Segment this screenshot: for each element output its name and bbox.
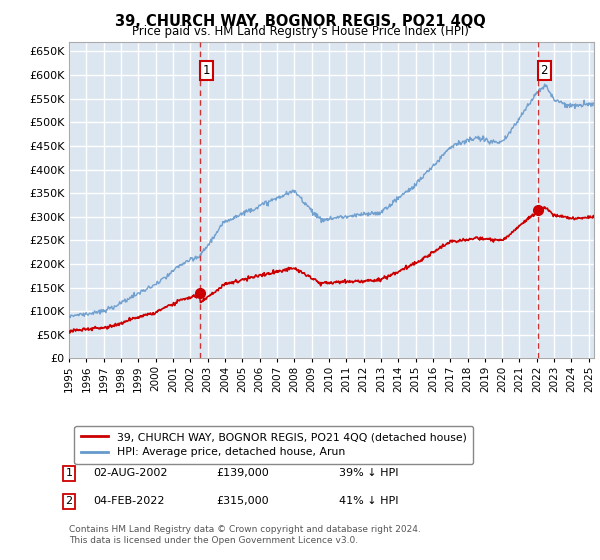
Text: 2: 2 xyxy=(541,64,548,77)
Text: 1: 1 xyxy=(203,64,210,77)
Text: 39, CHURCH WAY, BOGNOR REGIS, PO21 4QQ: 39, CHURCH WAY, BOGNOR REGIS, PO21 4QQ xyxy=(115,14,485,29)
Text: 2: 2 xyxy=(65,496,73,506)
Text: 39% ↓ HPI: 39% ↓ HPI xyxy=(339,468,398,478)
Text: Price paid vs. HM Land Registry's House Price Index (HPI): Price paid vs. HM Land Registry's House … xyxy=(131,25,469,38)
Text: 41% ↓ HPI: 41% ↓ HPI xyxy=(339,496,398,506)
Text: 04-FEB-2022: 04-FEB-2022 xyxy=(93,496,164,506)
Legend: 39, CHURCH WAY, BOGNOR REGIS, PO21 4QQ (detached house), HPI: Average price, det: 39, CHURCH WAY, BOGNOR REGIS, PO21 4QQ (… xyxy=(74,426,473,464)
Text: 1: 1 xyxy=(65,468,73,478)
Text: £315,000: £315,000 xyxy=(216,496,269,506)
Text: £139,000: £139,000 xyxy=(216,468,269,478)
Text: 02-AUG-2002: 02-AUG-2002 xyxy=(93,468,167,478)
Text: Contains HM Land Registry data © Crown copyright and database right 2024.
This d: Contains HM Land Registry data © Crown c… xyxy=(69,525,421,545)
